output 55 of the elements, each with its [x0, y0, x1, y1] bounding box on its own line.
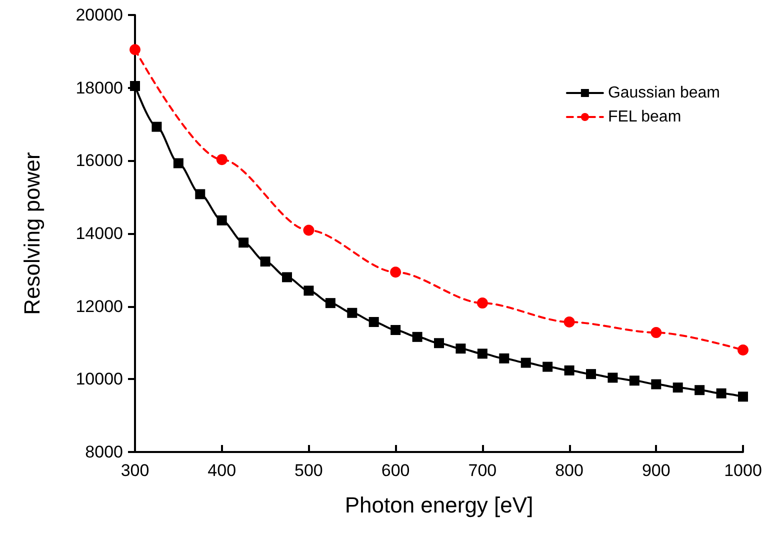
point [456, 344, 466, 354]
x-tick-label: 1000 [724, 461, 762, 480]
point [586, 369, 596, 380]
point [130, 44, 140, 56]
point [477, 348, 488, 359]
y-tick-label: 12000 [76, 296, 123, 316]
point [694, 385, 705, 396]
point [564, 365, 574, 376]
point [304, 286, 314, 296]
x-tick-label: 500 [294, 461, 323, 480]
point [412, 332, 422, 342]
y-axis-title: Resolving power [20, 152, 44, 315]
x-axis-title: Photon energy [eV] [344, 492, 534, 518]
point [390, 325, 401, 336]
legend-label: FEL beam [608, 108, 682, 126]
point [216, 154, 228, 166]
point [542, 362, 553, 372]
point [650, 327, 662, 338]
x-tick-label: 600 [381, 461, 410, 480]
point [260, 256, 270, 267]
point [651, 379, 662, 390]
point [716, 388, 726, 398]
point [325, 298, 336, 308]
point [499, 353, 510, 364]
point [152, 122, 162, 132]
point [672, 382, 683, 393]
point [303, 224, 314, 236]
point [216, 215, 227, 226]
x-tick-label: 900 [642, 461, 670, 480]
point [173, 158, 184, 168]
y-tick-label: 16000 [76, 151, 123, 170]
x-tick-label: 300 [120, 461, 150, 480]
point [608, 372, 618, 383]
x-tick-label: 700 [468, 461, 497, 480]
point [738, 344, 748, 356]
point [368, 316, 379, 327]
x-tick-label: 400 [208, 461, 236, 480]
point [282, 272, 292, 282]
x-tick-label: 800 [555, 461, 584, 480]
y-tick-label: 20000 [76, 6, 123, 24]
point [347, 308, 358, 318]
y-tick-label: 14000 [76, 224, 123, 243]
y-tick-label: 18000 [76, 78, 123, 98]
y-tick-label: 8000 [85, 442, 123, 462]
legend-label: Gaussian beam [608, 84, 720, 102]
point [476, 298, 488, 309]
point [434, 338, 444, 348]
y-tick-label: 10000 [76, 370, 123, 389]
point [520, 358, 531, 368]
point [390, 266, 402, 278]
point [238, 238, 249, 248]
point [629, 376, 640, 386]
point [738, 392, 748, 402]
point [564, 316, 575, 328]
point [195, 189, 206, 200]
